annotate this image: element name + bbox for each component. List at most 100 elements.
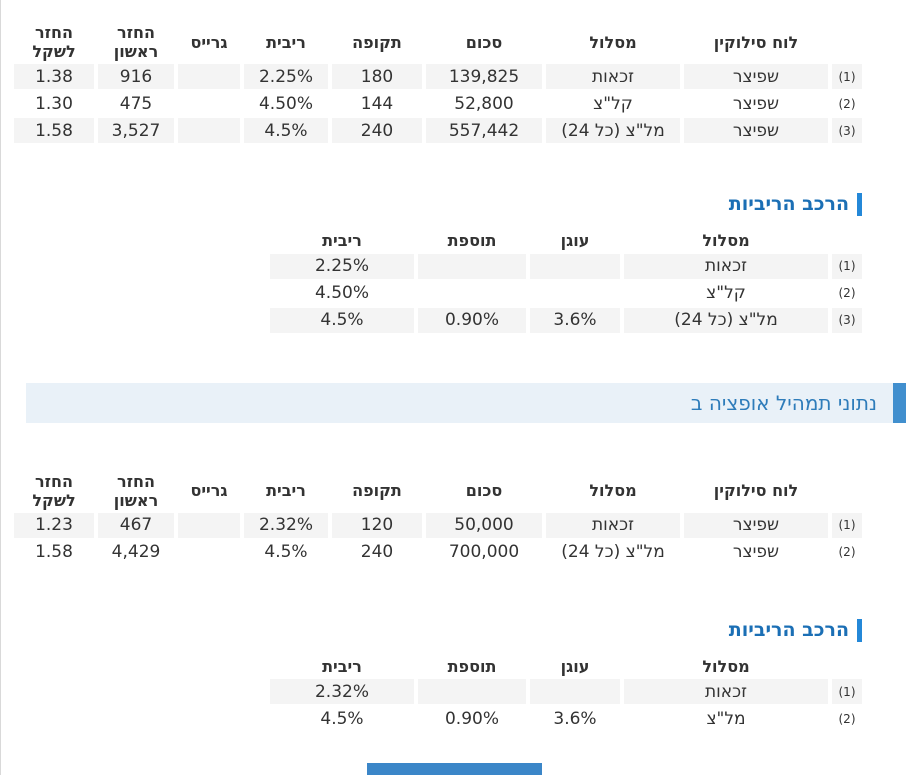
table-row: (1) שפיצר זכאות 139,825 180 2.25% 916 1.38 — [14, 64, 862, 90]
column-header-first_payment: החזר ראשון — [113, 23, 159, 62]
column-header-anchor: עוגן — [560, 231, 590, 251]
table-row: (2) מל"צ 3.6% 0.90% 4.5% — [270, 706, 862, 731]
row-label: (2) — [838, 711, 856, 726]
data-cell-track: מל"צ (כל 24) — [561, 542, 665, 563]
data-cell-first_payment: 3,527 — [98, 118, 174, 144]
column-header-addition: תוספת — [447, 656, 497, 676]
data-cell-anchor — [530, 679, 620, 705]
banner-body: נתוני תמהיל אופציה ב — [26, 382, 893, 423]
data-cell-rate: 4.50% — [314, 283, 369, 304]
row-label: (3) — [832, 307, 862, 333]
column-header-amount: סכום — [465, 32, 503, 52]
data-cell-per_shekel: 1.23 — [14, 512, 94, 538]
table-row: (1) שפיצר זכאות 50,000 120 2.32% 467 1.23 — [14, 512, 862, 538]
column-header-addition: תוספת — [447, 231, 497, 251]
column-header-anchor: עוגן — [560, 656, 590, 676]
data-cell-rate: 4.5% — [244, 118, 328, 144]
table-row: (2) קל"צ 4.50% — [270, 281, 862, 306]
column-header-track: מסלול — [702, 231, 750, 251]
rates-section-title-b: הרכב הריביות — [1, 618, 862, 642]
banner-title: נתוני תמהיל אופציה ב — [690, 390, 877, 415]
data-cell-track: מל"צ (כל 24) — [546, 118, 680, 144]
data-cell-anchor — [530, 253, 620, 279]
data-cell-addition: 0.90% — [444, 708, 499, 729]
column-header-rate: ריבית — [322, 231, 362, 251]
data-cell-period: 240 — [332, 118, 422, 144]
data-cell-track: קל"צ — [593, 93, 633, 114]
row-label: (1) — [832, 64, 862, 90]
data-cell-board: שפיצר — [732, 93, 780, 114]
column-header-rate: ריבית — [266, 32, 306, 52]
data-cell-track: זכאות — [624, 679, 828, 705]
column-header-num — [832, 22, 862, 62]
data-cell-amount: 700,000 — [448, 542, 520, 563]
data-cell-addition: 0.90% — [418, 307, 526, 333]
data-cell-track: זכאות — [624, 253, 828, 279]
data-cell-rate: 4.5% — [270, 307, 414, 333]
header-row: מסלול עוגן תוספת ריבית — [270, 656, 862, 677]
data-cell-per_shekel: 1.58 — [35, 542, 73, 563]
row-label: (1) — [832, 679, 862, 705]
table-row: (1) זכאות 2.25% — [270, 253, 862, 279]
column-header-amount: סכום — [465, 481, 503, 501]
data-cell-first_payment: 467 — [98, 512, 174, 538]
column-header-period: תקופה — [352, 32, 402, 52]
column-header-track: מסלול — [589, 32, 637, 52]
data-cell-per_shekel: 1.30 — [35, 93, 73, 114]
data-cell-period: 240 — [360, 542, 394, 563]
column-header-period: תקופה — [352, 481, 402, 501]
data-cell-first_payment: 475 — [119, 93, 153, 114]
data-cell-rate: 4.5% — [320, 708, 364, 729]
data-cell-anchor — [530, 281, 620, 306]
row-label: (2) — [838, 96, 856, 111]
rates-table-option-b: מסלול עוגן תוספת ריבית (1) זכאות 2.32% (2) מל"צ 3… — [266, 654, 866, 733]
table-row: (2) שפיצר קל"צ 52,800 144 4.50% 475 1.30 — [14, 91, 862, 116]
row-label: (2) — [838, 286, 856, 301]
header-row: מסלול עוגן תוספת ריבית — [270, 230, 862, 251]
rates-table-option-a: מסלול עוגן תוספת ריבית (1) זכאות 2.25% (2) קל"צ 4… — [266, 228, 866, 334]
column-header-num — [832, 471, 862, 511]
header-row: לוח סילוקין מסלול סכום תקופה ריבית גרייס החזר … — [14, 471, 862, 511]
row-label: (3) — [832, 118, 862, 144]
data-cell-rate: 2.32% — [270, 679, 414, 705]
column-header-track: מסלול — [702, 656, 750, 676]
data-cell-grace — [178, 540, 240, 565]
column-header-num — [832, 230, 862, 251]
column-header-grace: גרייס — [190, 481, 228, 501]
column-header-per_shekel: החזר לשקל — [32, 471, 76, 510]
table-row: (1) זכאות 2.32% — [270, 679, 862, 705]
column-header-num — [832, 656, 862, 677]
option-b-banner: נתוני תמהיל אופציה ב — [1, 382, 906, 423]
data-cell-first_payment: 916 — [98, 64, 174, 90]
data-cell-rate: 2.25% — [244, 64, 328, 90]
data-cell-board: שפיצר — [684, 64, 828, 90]
row-label: (2) — [838, 545, 856, 560]
data-cell-amount: 557,442 — [426, 118, 542, 144]
column-header-board: לוח סילוקין — [713, 481, 799, 501]
column-header-first_payment: החזר ראשון — [113, 471, 159, 510]
data-cell-per_shekel: 1.38 — [14, 64, 94, 90]
row-label: (1) — [832, 253, 862, 279]
data-cell-track: קל"צ — [706, 283, 746, 304]
data-cell-grace — [178, 91, 240, 116]
partially-visible-bottom-element[interactable] — [367, 763, 542, 775]
data-cell-amount: 50,000 — [426, 512, 542, 538]
data-cell-period: 144 — [360, 93, 394, 114]
column-header-rate: ריבית — [322, 656, 362, 676]
table-row: (3) שפיצר מל"צ (כל 24) 557,442 240 4.5% 3,527 1… — [14, 118, 862, 144]
data-cell-grace — [178, 118, 240, 144]
data-cell-anchor: 3.6% — [553, 708, 597, 729]
schedule-table-option-b: לוח סילוקין מסלול סכום תקופה ריבית גרייס החזר … — [10, 469, 866, 567]
data-cell-board: שפיצר — [732, 542, 780, 563]
data-cell-board: שפיצר — [684, 118, 828, 144]
data-cell-addition — [418, 253, 526, 279]
data-cell-anchor: 3.6% — [530, 307, 620, 333]
data-cell-rate: 4.5% — [264, 542, 308, 563]
data-cell-addition — [418, 679, 526, 705]
data-cell-per_shekel: 1.58 — [14, 118, 94, 144]
rates-section-title-a: הרכב הריביות — [1, 193, 862, 217]
data-cell-amount: 52,800 — [454, 93, 514, 114]
data-cell-grace — [178, 512, 240, 538]
data-cell-period: 120 — [332, 512, 422, 538]
